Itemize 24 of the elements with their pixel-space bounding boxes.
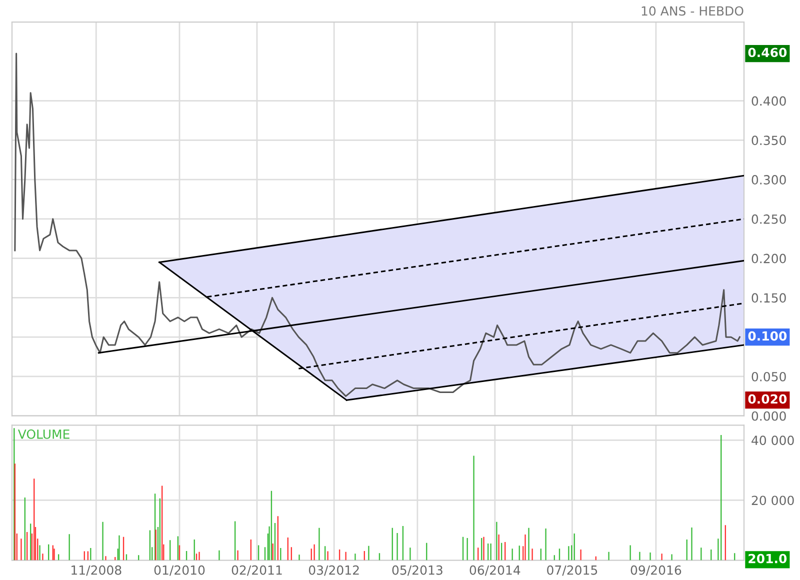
y-tick-label: 0.250	[752, 214, 786, 224]
text: 0.100	[748, 331, 787, 341]
x-tick-label: 09/2016	[630, 565, 682, 576]
x-tick-label: 01/2010	[154, 565, 205, 576]
text: 10 ANS - HEBDO	[642, 6, 744, 16]
y-tick-label: 0.200	[752, 254, 786, 264]
text: 0.460	[748, 48, 787, 58]
x-tick-label: 11/2008	[72, 565, 122, 576]
text: 201.0	[748, 554, 787, 564]
y-tick-label: 0.000	[752, 411, 786, 421]
y-tick-label: 0.350	[752, 136, 786, 146]
y-tick-label: 40 000	[752, 436, 794, 446]
text: 0.020	[748, 394, 787, 404]
y-tick-label: 0.300	[752, 175, 786, 184]
x-tick-label: 03/2012	[308, 565, 359, 576]
x-tick-label: 06/2014	[470, 565, 520, 576]
x-tick-label: 02/2011	[232, 565, 282, 576]
chart-title: VOLUME	[18, 429, 70, 439]
x-tick-label: 05/2013	[392, 565, 442, 576]
y-tick-label: 20 000	[752, 496, 794, 506]
y-tick-label: 0.150	[752, 293, 786, 303]
x-tick-label: 07/2015	[547, 565, 598, 576]
y-tick-label: 0.050	[752, 372, 786, 382]
y-tick-label: 0.400	[752, 96, 786, 106]
